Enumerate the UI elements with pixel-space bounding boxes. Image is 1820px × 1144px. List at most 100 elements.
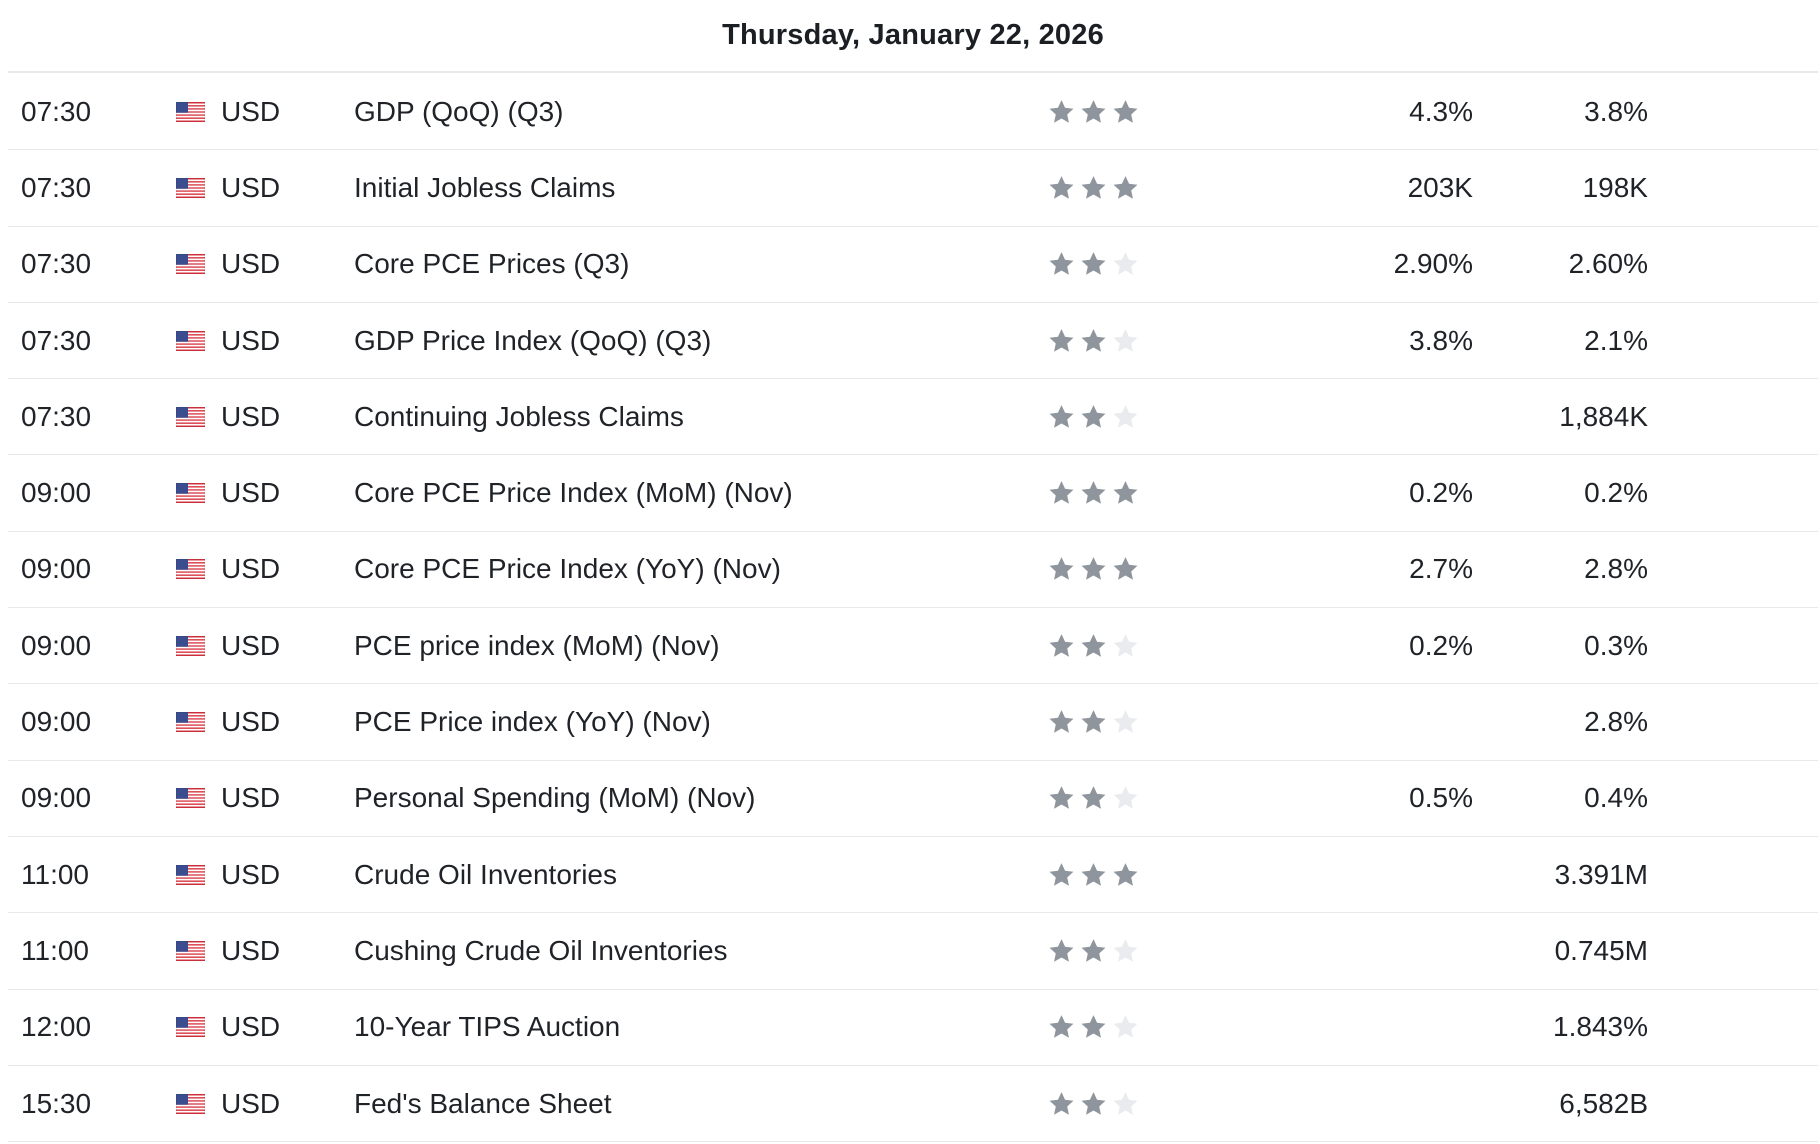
importance-stars [1047, 937, 1140, 965]
event-forecast: 0.745M [1554, 934, 1648, 966]
event-actual: 0.2% [1409, 629, 1473, 661]
event-name: GDP Price Index (QoQ) (Q3) [354, 324, 712, 356]
event-forecast: 2.1% [1584, 324, 1648, 356]
star-filled-icon [1081, 557, 1106, 581]
event-row[interactable]: 07:30 USD Initial Jobless Claims 203K 198K [8, 150, 1818, 227]
event-actual: 0.2% [1409, 477, 1473, 509]
importance-stars [1047, 250, 1140, 278]
importance-stars [1047, 555, 1140, 583]
event-currency: USD [221, 553, 281, 585]
importance-stars [1047, 98, 1140, 126]
star-filled-icon [1081, 99, 1106, 123]
importance-stars [1047, 174, 1140, 202]
event-row[interactable]: 07:30 USD GDP Price Index (QoQ) (Q3) 3.8% 2.… [8, 303, 1818, 380]
event-row[interactable]: 11:00 USD Cushing Crude Oil Inventories 0.7… [8, 913, 1818, 990]
us-flag-icon [176, 712, 205, 733]
star-filled-icon [1049, 633, 1074, 657]
importance-stars [1047, 479, 1140, 507]
star-empty-icon [1113, 786, 1138, 810]
event-currency: USD [221, 1087, 281, 1119]
star-filled-icon [1081, 328, 1106, 352]
event-row[interactable]: 09:00 USD Core PCE Price Index (YoY) (Nov)… [8, 532, 1818, 609]
us-flag-icon [176, 177, 205, 198]
star-filled-icon [1113, 862, 1138, 886]
event-list: 07:30 USD GDP (QoQ) (Q3) 4.3% 3.8% 07:30 USD In… [8, 74, 1818, 1143]
event-forecast: 2.8% [1584, 706, 1648, 738]
star-filled-icon [1081, 481, 1106, 504]
event-forecast: 3.8% [1584, 95, 1648, 127]
star-filled-icon [1081, 786, 1106, 810]
event-currency: USD [221, 706, 281, 738]
star-filled-icon [1049, 557, 1074, 581]
event-row[interactable]: 11:00 USD Crude Oil Inventories 3.391M [8, 837, 1818, 914]
us-flag-icon [176, 864, 205, 885]
us-flag-icon [176, 406, 205, 427]
star-filled-icon [1049, 1091, 1074, 1115]
event-time: 09:00 [21, 553, 92, 585]
importance-stars [1047, 1013, 1140, 1041]
event-row[interactable]: 07:30 USD GDP (QoQ) (Q3) 4.3% 3.8% [8, 74, 1818, 151]
importance-stars [1047, 1090, 1140, 1118]
star-filled-icon [1081, 176, 1106, 199]
event-row[interactable]: 09:00 USD PCE price index (MoM) (Nov) 0.2% 0… [8, 608, 1818, 685]
us-flag-icon [176, 101, 205, 122]
star-empty-icon [1113, 1091, 1138, 1115]
star-filled-icon [1049, 939, 1074, 962]
event-row[interactable]: 07:30 USD Continuing Jobless Claims 1,884K [8, 379, 1818, 456]
event-row[interactable]: 12:00 USD 10-Year TIPS Auction 1.843% [8, 990, 1818, 1066]
star-filled-icon [1049, 481, 1074, 504]
event-time: 15:30 [21, 1087, 92, 1119]
star-empty-icon [1113, 633, 1138, 657]
event-name: Core PCE Price Index (YoY) (Nov) [354, 553, 781, 585]
event-row[interactable]: 09:00 USD Core PCE Price Index (MoM) (Nov)… [8, 455, 1818, 532]
star-filled-icon [1081, 1015, 1106, 1038]
event-row[interactable]: 09:00 USD PCE Price index (YoY) (Nov) 2.8% [8, 684, 1818, 761]
event-actual: 2.90% [1393, 248, 1473, 280]
event-currency: USD [221, 629, 281, 661]
event-currency: USD [221, 324, 281, 356]
star-filled-icon [1049, 786, 1074, 810]
event-forecast: 3.391M [1554, 858, 1648, 890]
star-filled-icon [1049, 328, 1074, 352]
star-filled-icon [1081, 252, 1106, 275]
date-header: Thursday, January 22, 2026 [8, 0, 1818, 73]
event-currency: USD [221, 1011, 281, 1043]
event-name: PCE price index (MoM) (Nov) [354, 629, 720, 661]
star-filled-icon [1049, 99, 1074, 123]
star-filled-icon [1113, 481, 1138, 504]
event-time: 11:00 [21, 858, 89, 890]
event-forecast: 1.843% [1553, 1011, 1648, 1043]
event-time: 12:00 [21, 1011, 92, 1043]
star-filled-icon [1081, 404, 1106, 428]
star-filled-icon [1049, 1015, 1074, 1038]
star-empty-icon [1113, 404, 1138, 428]
event-row[interactable]: 09:00 USD Personal Spending (MoM) (Nov) 0.5… [8, 761, 1818, 837]
event-row[interactable]: 07:30 USD Core PCE Prices (Q3) 2.90% 2.60% [8, 227, 1818, 303]
star-empty-icon [1113, 710, 1138, 733]
event-name: Continuing Jobless Claims [354, 400, 684, 432]
star-filled-icon [1081, 710, 1106, 733]
star-filled-icon [1081, 1091, 1106, 1115]
event-name: Cushing Crude Oil Inventories [354, 934, 728, 966]
us-flag-icon [176, 1093, 205, 1114]
event-name: Core PCE Prices (Q3) [354, 248, 630, 280]
us-flag-icon [176, 1017, 205, 1038]
us-flag-icon [176, 788, 205, 809]
event-forecast: 0.4% [1584, 782, 1648, 814]
us-flag-icon [176, 483, 205, 504]
importance-stars [1047, 632, 1140, 660]
star-filled-icon [1049, 710, 1074, 733]
event-time: 11:00 [21, 934, 89, 966]
us-flag-icon [176, 559, 205, 580]
event-name: PCE Price index (YoY) (Nov) [354, 706, 711, 738]
star-filled-icon [1113, 99, 1138, 123]
event-time: 09:00 [21, 629, 92, 661]
event-name: 10-Year TIPS Auction [354, 1011, 621, 1043]
event-currency: USD [221, 400, 281, 432]
event-actual: 203K [1407, 171, 1473, 203]
star-empty-icon [1113, 252, 1138, 275]
event-currency: USD [221, 477, 281, 509]
event-forecast: 1,884K [1559, 400, 1648, 432]
event-row[interactable]: 15:30 USD Fed's Balance Sheet 6,582B [8, 1066, 1818, 1143]
